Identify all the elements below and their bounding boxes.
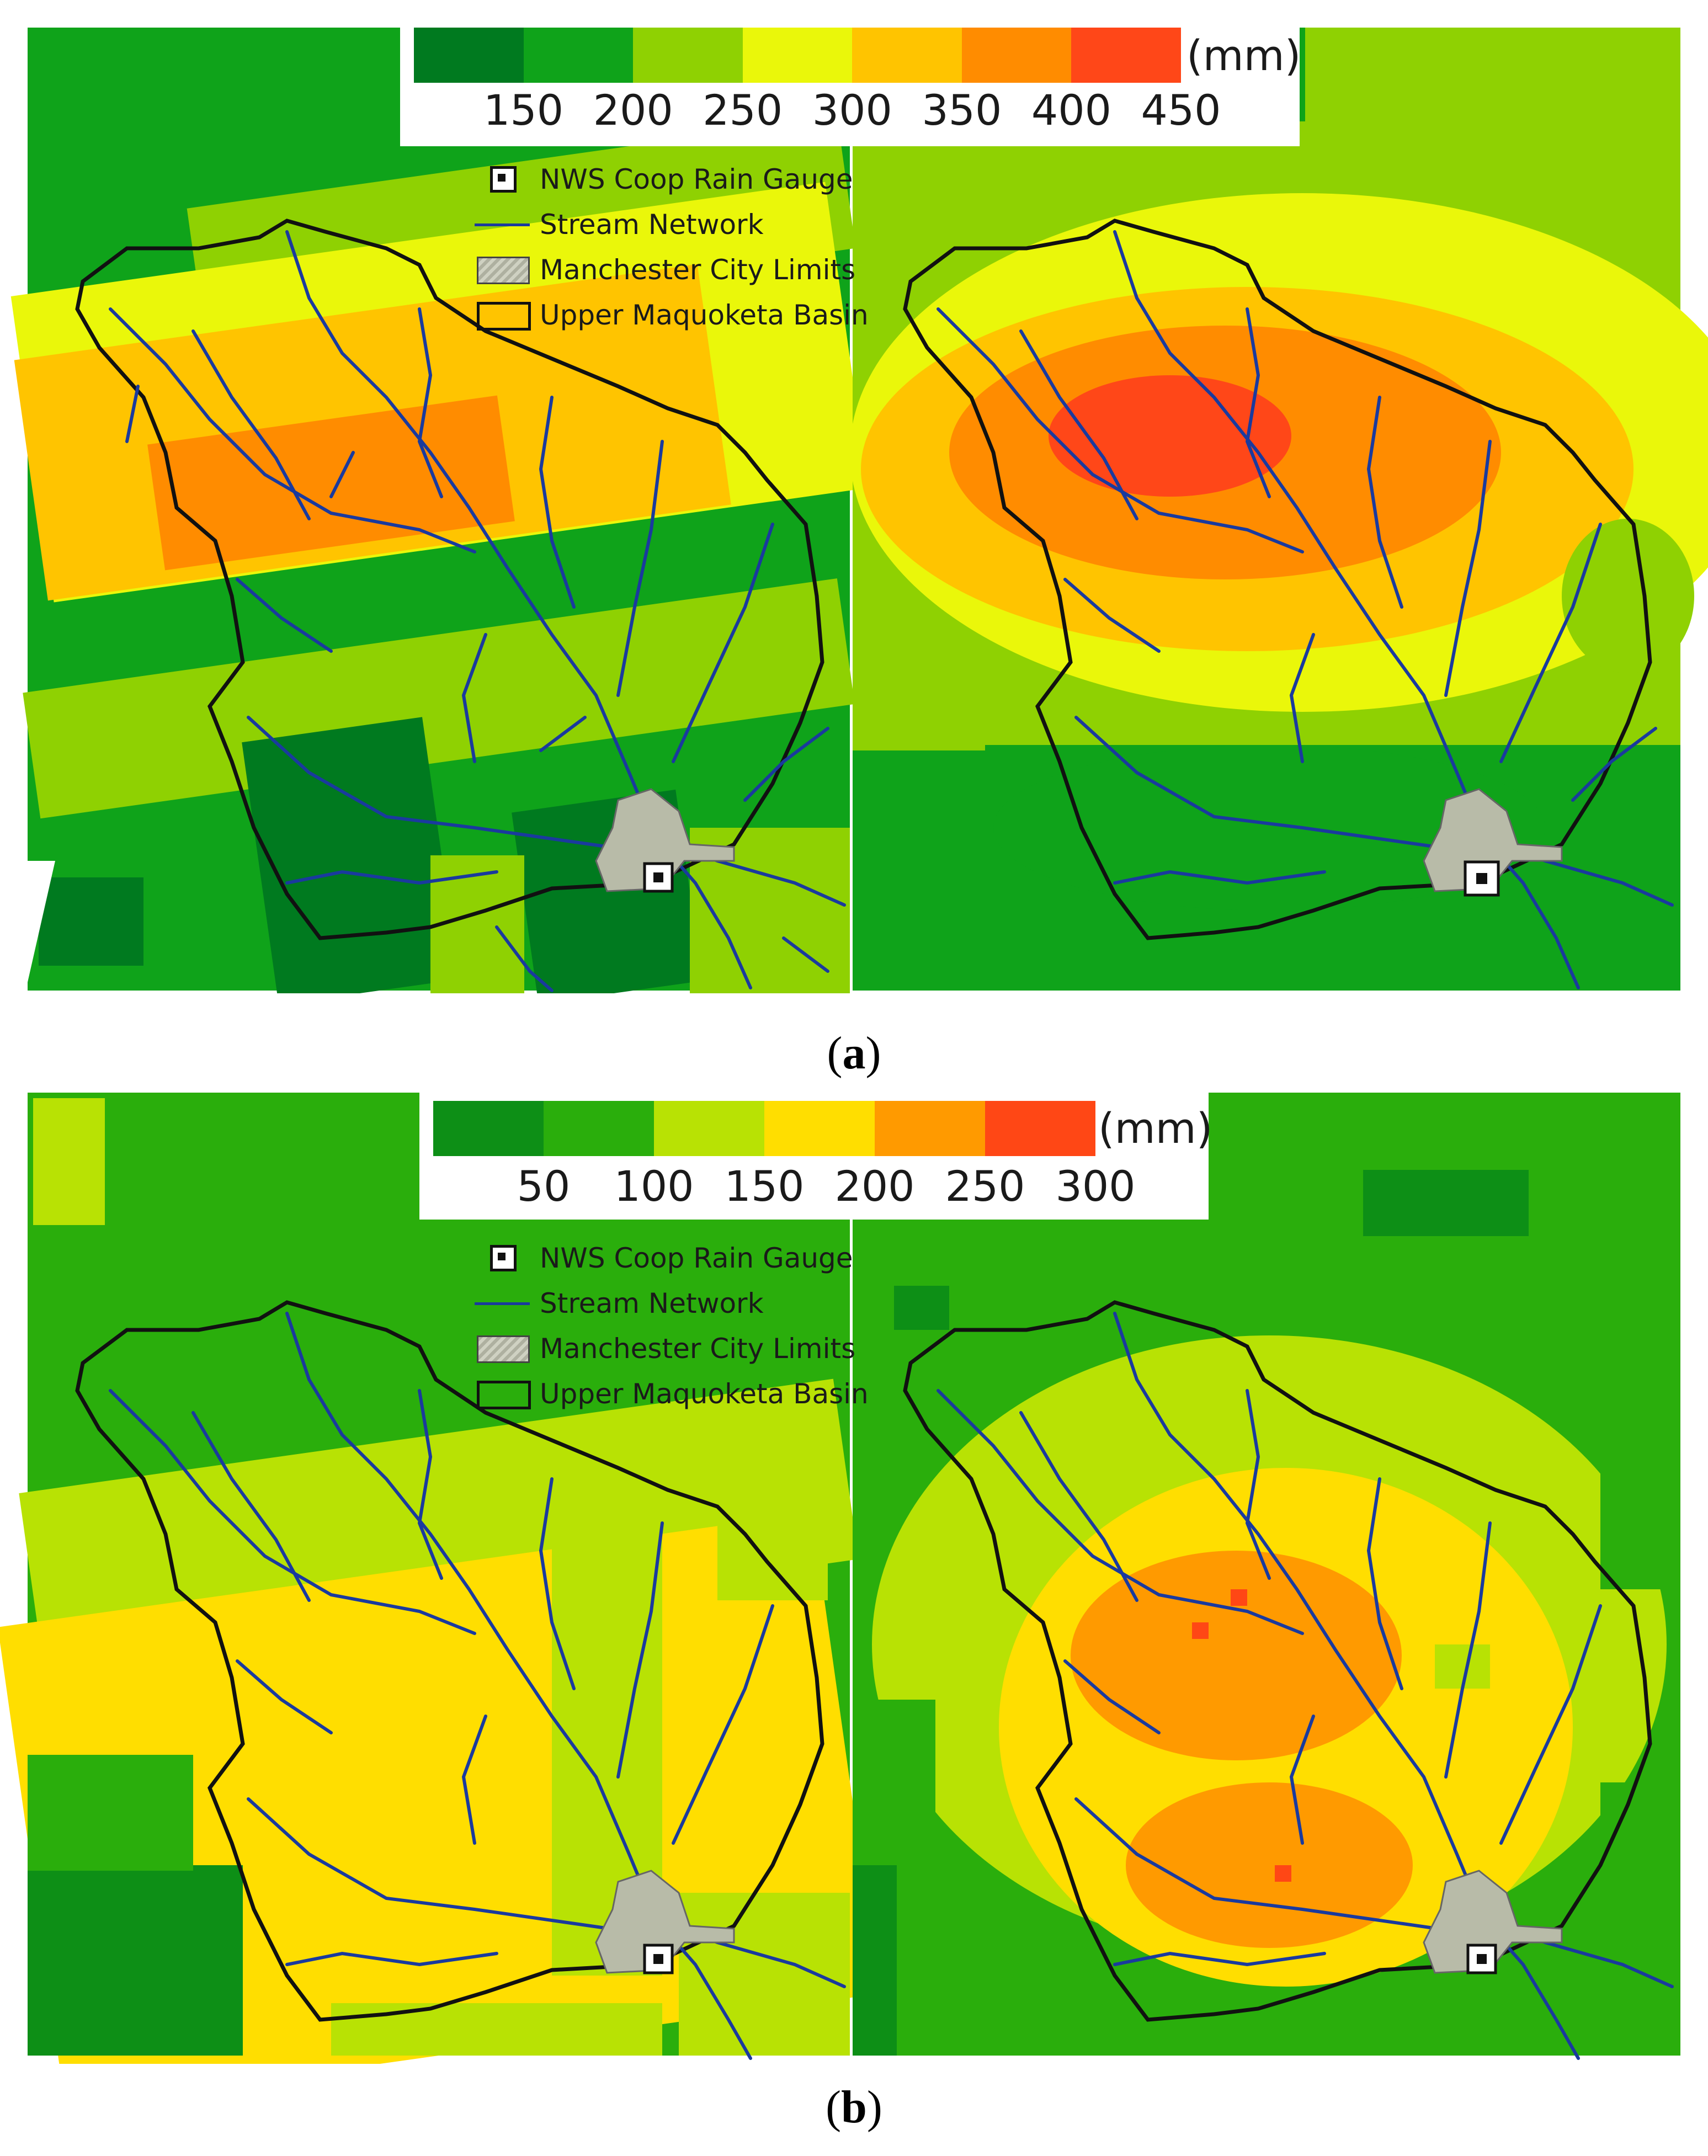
key-stream-label: Stream Network xyxy=(540,1287,764,1319)
key-city-a: Manchester City Limits xyxy=(475,251,855,289)
colorbar-tick-label: 450 xyxy=(1141,86,1221,135)
colorbar-swatch xyxy=(1071,28,1181,83)
stream-line-icon xyxy=(475,1287,530,1320)
colorbar-a xyxy=(414,28,1181,83)
city-limits-left-b xyxy=(595,1870,735,1974)
unit-label-a: (mm) xyxy=(1186,31,1301,80)
panel-b-right-map xyxy=(853,1093,1680,2056)
key-city-label: Manchester City Limits xyxy=(540,254,856,286)
key-city-label: Manchester City Limits xyxy=(540,1333,856,1365)
key-basin-label: Upper Maquoketa Basin xyxy=(540,299,869,331)
key-basin-b: Upper Maquoketa Basin xyxy=(475,1375,869,1413)
colorbar-swatch xyxy=(633,28,743,83)
colorbar-tick-label: 100 xyxy=(614,1162,694,1211)
key-basin-label: Upper Maquoketa Basin xyxy=(540,1378,869,1410)
basin-outline-icon xyxy=(475,299,531,332)
colorbar-tick-label: 350 xyxy=(922,86,1002,135)
city-limits-left xyxy=(595,788,735,892)
key-gauge-label: NWS Coop Rain Gauge xyxy=(540,1242,853,1274)
panel-a-right-map xyxy=(850,28,1708,991)
rain-gauge-left xyxy=(643,862,674,893)
basin-outline-left xyxy=(75,219,824,940)
basin-outline-left-b xyxy=(75,1300,824,2022)
key-gauge-b: NWS Coop Rain Gauge xyxy=(475,1239,853,1277)
colorbar-tick-label: 50 xyxy=(517,1162,571,1211)
colorbar-tick-label: 200 xyxy=(593,86,673,135)
figure-b: (mm) 50 100 150 200 250 300 NWS Coop Rain Gau… xyxy=(0,1093,1708,2156)
rain-gauge-right-b xyxy=(1466,1944,1497,1974)
colorbar-tick-label: 250 xyxy=(703,86,783,135)
unit-label-b: (mm) xyxy=(1098,1104,1213,1153)
colorbar-swatch xyxy=(544,1101,654,1156)
stream-line-icon xyxy=(475,208,530,241)
basin-outline-icon xyxy=(475,1377,531,1410)
colorbar-swatch xyxy=(414,28,524,83)
panel-b-maps xyxy=(0,1093,1680,2064)
colorbar-swatch xyxy=(654,1101,764,1156)
colorbar-swatch xyxy=(852,28,962,83)
city-limits-right-b xyxy=(1423,1870,1563,1974)
key-basin-a: Upper Maquoketa Basin xyxy=(475,296,869,334)
city-hatch-icon xyxy=(475,253,530,286)
gauge-symbol-icon xyxy=(475,1242,530,1275)
gauge-symbol-icon xyxy=(475,163,530,196)
key-stream-label: Stream Network xyxy=(540,209,764,241)
key-stream-b: Stream Network xyxy=(475,1284,764,1323)
key-stream-a: Stream Network xyxy=(475,205,764,244)
stream-network-left xyxy=(109,230,846,992)
basin-outline-right-b xyxy=(903,1300,1652,2022)
stream-network-left-b xyxy=(109,1312,846,2060)
colorbar-tick-label: 150 xyxy=(483,86,564,135)
caption-b: (b) xyxy=(826,2082,882,2133)
rain-gauge-right xyxy=(1464,860,1500,897)
colorbar-tick-label: 200 xyxy=(834,1162,915,1211)
city-limits-right xyxy=(1423,788,1563,892)
key-gauge-label: NWS Coop Rain Gauge xyxy=(540,163,853,195)
colorbar-swatch xyxy=(961,28,1072,83)
colorbar-tick-label: 300 xyxy=(1055,1162,1136,1211)
colorbar-swatch xyxy=(523,28,634,83)
colorbar-swatch xyxy=(742,28,853,83)
caption-a: (a) xyxy=(827,1028,881,1079)
city-hatch-icon xyxy=(475,1332,530,1365)
colorbar-tick-label: 250 xyxy=(945,1162,1025,1211)
key-gauge-a: NWS Coop Rain Gauge xyxy=(475,160,853,199)
colorbar-tick-label: 150 xyxy=(724,1162,805,1211)
colorbar-swatch xyxy=(433,1101,544,1156)
rain-gauge-left-b xyxy=(643,1944,674,1974)
basin-outline-right xyxy=(903,219,1652,940)
colorbar-swatch xyxy=(875,1101,985,1156)
panel-a-maps xyxy=(10,28,1708,993)
colorbar-tick-label: 300 xyxy=(812,86,892,135)
colorbar-tick-label: 400 xyxy=(1031,86,1111,135)
colorbar-swatch xyxy=(764,1101,875,1156)
key-city-b: Manchester City Limits xyxy=(475,1329,855,1368)
colorbar-swatch xyxy=(985,1101,1095,1156)
colorbar-b xyxy=(433,1101,1095,1156)
figure-a: (mm) 150 200 250 300 350 400 450 NWS Coop Rain… xyxy=(0,0,1708,1079)
